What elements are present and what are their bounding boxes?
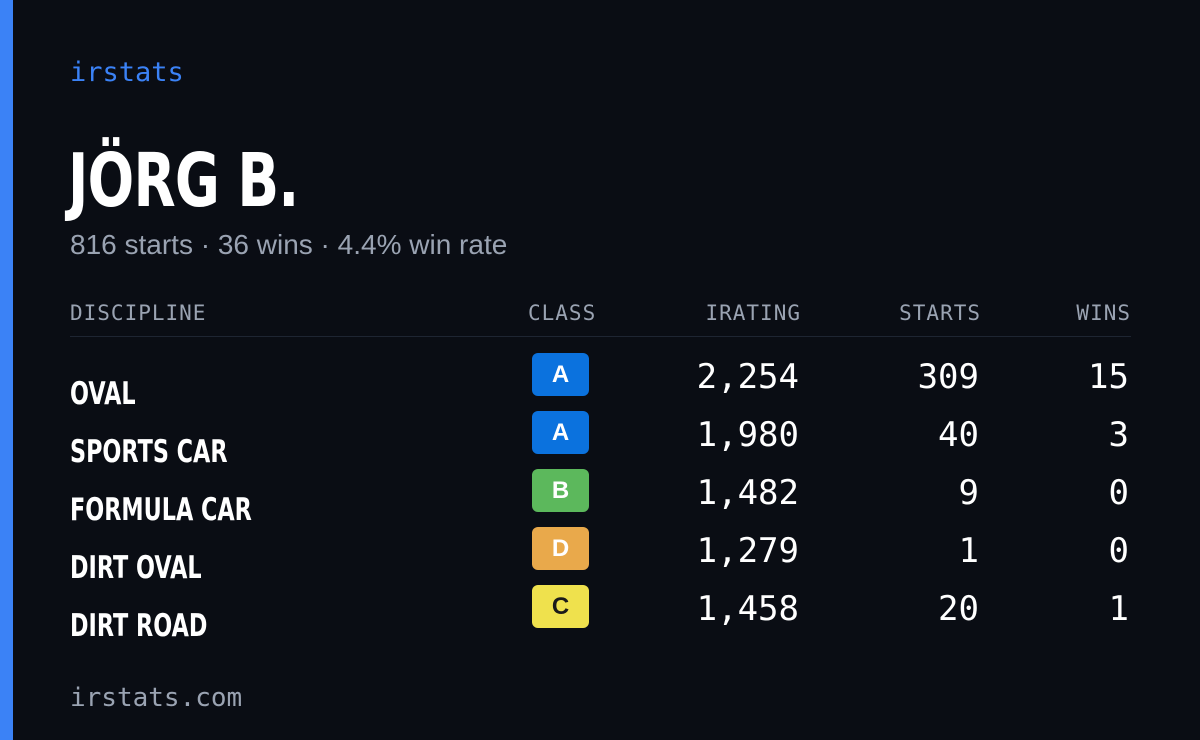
class-badge: A [532,353,589,396]
class-badge: D [532,527,589,570]
discipline-name: FORMULA CAR [70,492,252,528]
irating-value: 1,458 [696,589,799,629]
discipline-name: SPORTS CAR [70,434,228,470]
footer-url: irstats.com [70,683,243,713]
irating-value: 1,279 [696,531,799,571]
discipline-name: DIRT ROAD [70,608,208,644]
brand-logo-text: irstats [70,57,184,88]
table-row: OVAL A 2,254 309 15 [70,353,1131,412]
table-row: SPORTS CAR A 1,980 40 3 [70,411,1131,470]
header-starts: STARTS [899,301,981,325]
table-header: DISCIPLINE CLASS IRATING STARTS WINS [70,296,1131,337]
driver-name: JÖRG B. [68,138,299,224]
wins-value: 0 [1108,531,1129,571]
accent-bar [0,0,13,740]
wins-value: 15 [1088,357,1129,397]
header-discipline: DISCIPLINE [70,301,207,325]
wins-value: 0 [1108,473,1129,513]
wins-value: 3 [1108,415,1129,455]
class-badge: B [532,469,589,512]
starts-value: 40 [938,415,979,455]
header-wins: WINS [1076,301,1131,325]
starts-value: 9 [958,473,979,513]
table-row: DIRT ROAD C 1,458 20 1 [70,585,1131,644]
class-badge: A [532,411,589,454]
irating-value: 1,980 [696,415,799,455]
irating-value: 2,254 [696,357,799,397]
table-body: OVAL A 2,254 309 15 SPORTS CAR A 1,980 4… [70,353,1131,644]
table-row: FORMULA CAR B 1,482 9 0 [70,469,1131,528]
starts-value: 1 [958,531,979,571]
starts-value: 309 [917,357,979,397]
header-irating: IRATING [705,301,801,325]
irating-value: 1,482 [696,473,799,513]
table-row: DIRT OVAL D 1,279 1 0 [70,527,1131,586]
discipline-name: OVAL [70,376,136,412]
discipline-table: DISCIPLINE CLASS IRATING STARTS WINS OVA… [70,296,1131,644]
class-badge: C [532,585,589,628]
driver-summary: 816 starts · 36 wins · 4.4% win rate [70,229,508,260]
header-class: CLASS [528,301,597,325]
starts-value: 20 [938,589,979,629]
discipline-name: DIRT OVAL [70,550,202,586]
wins-value: 1 [1108,589,1129,629]
